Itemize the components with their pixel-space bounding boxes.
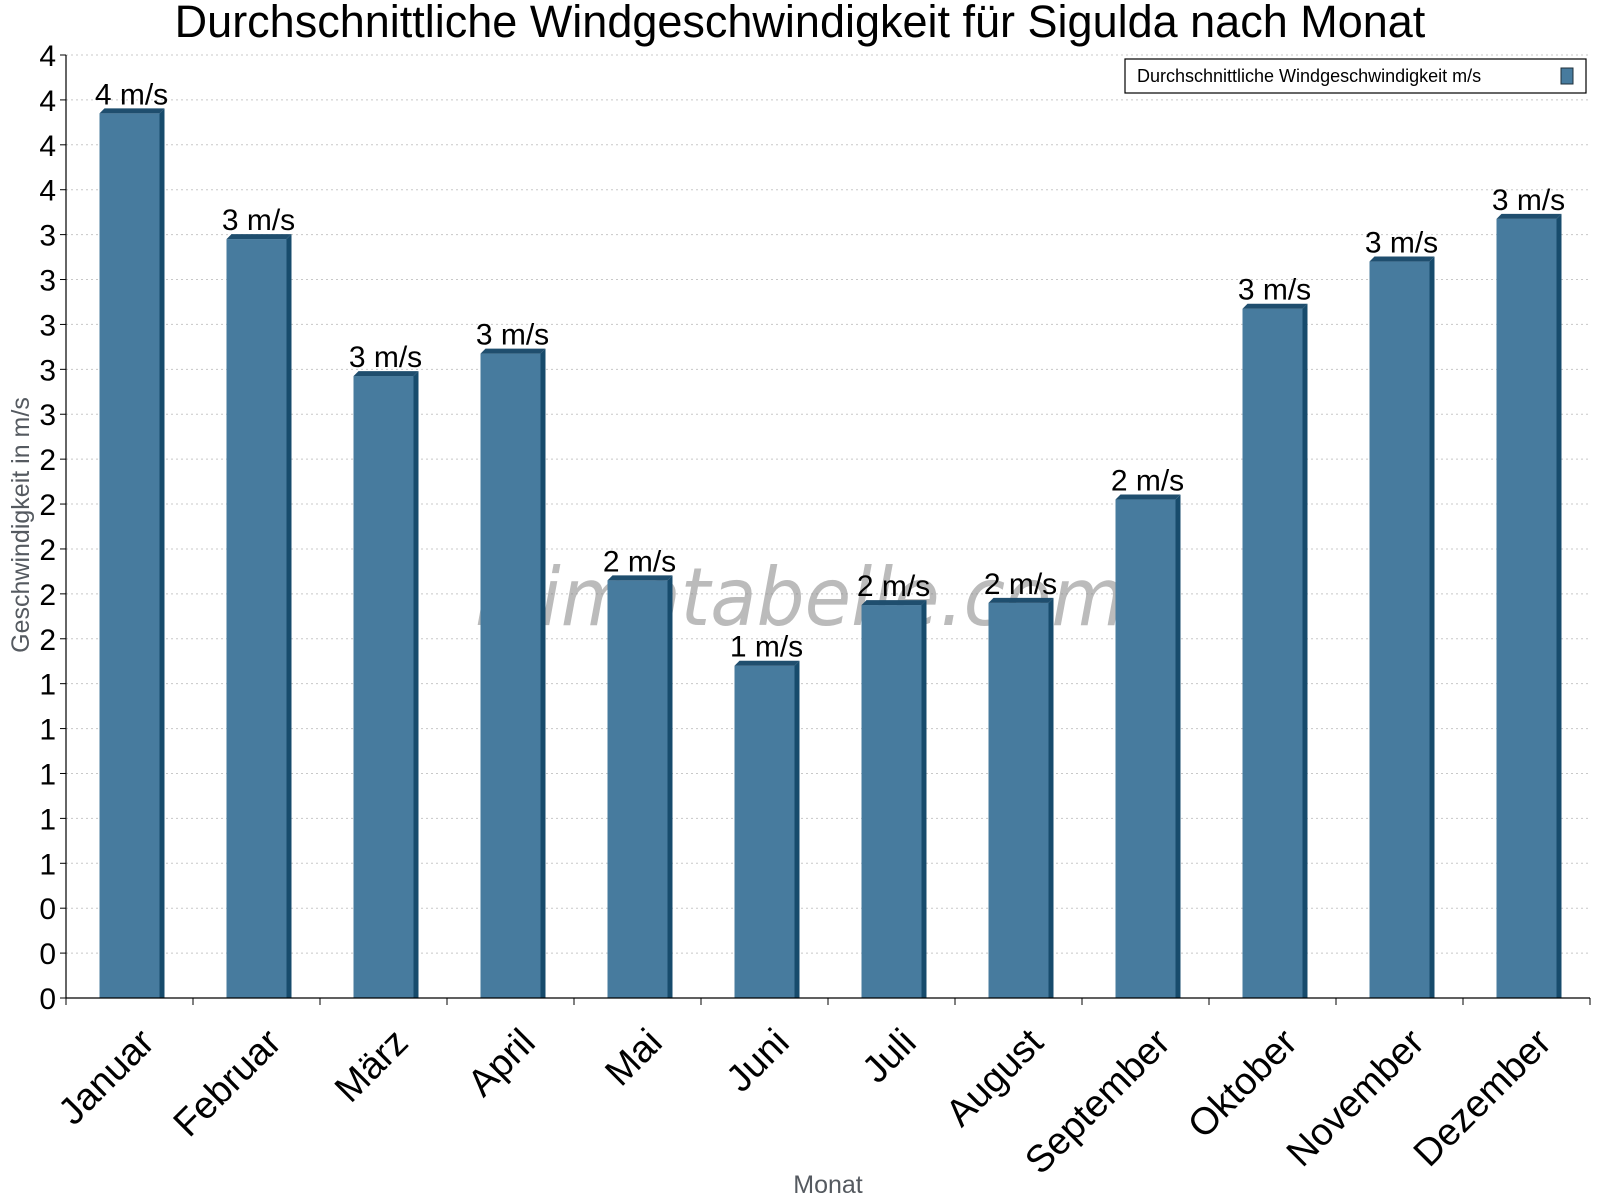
y-tick-label: 4 xyxy=(39,40,56,73)
bar-top xyxy=(988,597,1054,603)
bars xyxy=(99,108,1562,999)
bar-side xyxy=(413,371,419,998)
y-tick-label: 0 xyxy=(39,938,56,971)
bar xyxy=(99,113,160,998)
data-label: 2 m/s xyxy=(1111,465,1184,498)
y-tick-label: 4 xyxy=(39,175,56,208)
y-tick-label: 2 xyxy=(39,624,56,657)
x-tick-label: Juli xyxy=(855,1021,925,1091)
bar-top xyxy=(734,660,800,666)
data-labels: 4 m/s 3 m/s 3 m/s 3 m/s 2 m/s 1 m/s 2 m/s 2 m/s… xyxy=(95,78,1565,663)
y-axis-ticks: 0 0 0 1 1 1 1 1 2 2 2 2 2 3 3 3 3 3 4 4 4 4 xyxy=(39,40,66,1016)
y-tick-label: 1 xyxy=(39,848,56,881)
bar xyxy=(226,239,287,999)
bar xyxy=(353,376,414,998)
y-tick-label: 2 xyxy=(39,489,56,522)
y-tick-label: 0 xyxy=(39,893,56,926)
y-tick-label: 3 xyxy=(39,220,56,253)
bar-side xyxy=(1556,213,1562,999)
bar-side xyxy=(1302,303,1308,998)
legend-swatch xyxy=(1560,67,1574,85)
bar-side xyxy=(794,660,800,998)
bar xyxy=(1115,499,1176,998)
x-tick-label: März xyxy=(327,1021,416,1110)
data-label: 3 m/s xyxy=(1238,274,1311,307)
data-label: 3 m/s xyxy=(1365,227,1438,260)
data-label: 2 m/s xyxy=(603,545,676,578)
bar-side xyxy=(1175,494,1181,998)
data-label: 1 m/s xyxy=(730,631,803,664)
x-tick-label: August xyxy=(938,1021,1052,1135)
bar-top xyxy=(1496,213,1562,219)
chart-title: Durchschnittliche Windgeschwindigkeit fü… xyxy=(175,0,1426,47)
bar-top xyxy=(1242,303,1308,309)
bar xyxy=(1496,218,1557,999)
bar-top xyxy=(1115,494,1181,500)
bar xyxy=(861,605,922,998)
bar-side xyxy=(1429,256,1435,998)
x-tick-label: Februar xyxy=(166,1021,290,1145)
axes xyxy=(65,55,1590,999)
legend: Durchschnittliche Windgeschwindigkeit m/… xyxy=(1124,58,1587,94)
bar-side xyxy=(1048,597,1054,998)
bar-side xyxy=(921,600,927,998)
y-tick-label: 0 xyxy=(39,983,56,1016)
y-tick-label: 1 xyxy=(39,803,56,836)
data-label: 3 m/s xyxy=(349,341,422,374)
bar-side xyxy=(667,575,673,998)
x-tick-label: Januar xyxy=(51,1021,163,1133)
data-label: 3 m/s xyxy=(476,319,549,352)
data-label: 2 m/s xyxy=(984,568,1057,601)
bar xyxy=(734,665,795,998)
bar-top xyxy=(607,575,673,581)
y-tick-label: 3 xyxy=(39,354,56,387)
x-tick-label: Mai xyxy=(598,1021,671,1094)
y-tick-label: 3 xyxy=(39,309,56,342)
legend-label: Durchschnittliche Windgeschwindigkeit m/… xyxy=(1137,66,1481,86)
grid-lines xyxy=(66,54,1590,954)
y-tick-label: 4 xyxy=(39,130,56,163)
x-tick-label: April xyxy=(460,1021,543,1104)
y-tick-label: 3 xyxy=(39,265,56,298)
bar-side xyxy=(540,348,546,998)
x-tick-label: Oktober xyxy=(1180,1021,1306,1147)
data-label: 3 m/s xyxy=(1492,184,1565,217)
data-label: 2 m/s xyxy=(857,570,930,603)
y-tick-label: 2 xyxy=(39,579,56,612)
bar xyxy=(988,602,1049,998)
y-tick-label: 4 xyxy=(39,85,56,118)
x-axis-label: Monat xyxy=(793,1171,863,1199)
y-tick-label: 2 xyxy=(39,444,56,477)
x-tick-label: Juni xyxy=(719,1021,798,1100)
legend-box xyxy=(1124,58,1587,94)
data-label: 3 m/s xyxy=(222,204,295,237)
bar xyxy=(1369,261,1430,998)
bar xyxy=(480,353,541,998)
x-tick-label: Dezember xyxy=(1406,1021,1560,1175)
y-tick-label: 1 xyxy=(39,669,56,702)
bar-side xyxy=(286,234,292,999)
bar-top xyxy=(99,108,165,114)
bar-top xyxy=(353,371,419,377)
bar-top xyxy=(1369,256,1435,262)
y-tick-label: 1 xyxy=(39,758,56,791)
y-tick-label: 1 xyxy=(39,714,56,747)
x-tick-label: November xyxy=(1279,1021,1433,1175)
bar xyxy=(1242,308,1303,998)
data-label: 4 m/s xyxy=(95,78,168,111)
bar xyxy=(607,580,668,998)
y-tick-label: 3 xyxy=(39,399,56,432)
x-axis-ticks: Januar Februar März April Mai Juni Juli AugustS… xyxy=(51,998,1591,1182)
y-axis-label: Geschwindigkeit in m/s xyxy=(7,397,35,653)
bar-top xyxy=(226,234,292,240)
bar-side xyxy=(159,108,165,998)
bar-top xyxy=(480,348,546,354)
bar-top xyxy=(861,600,927,606)
y-tick-label: 2 xyxy=(39,534,56,567)
